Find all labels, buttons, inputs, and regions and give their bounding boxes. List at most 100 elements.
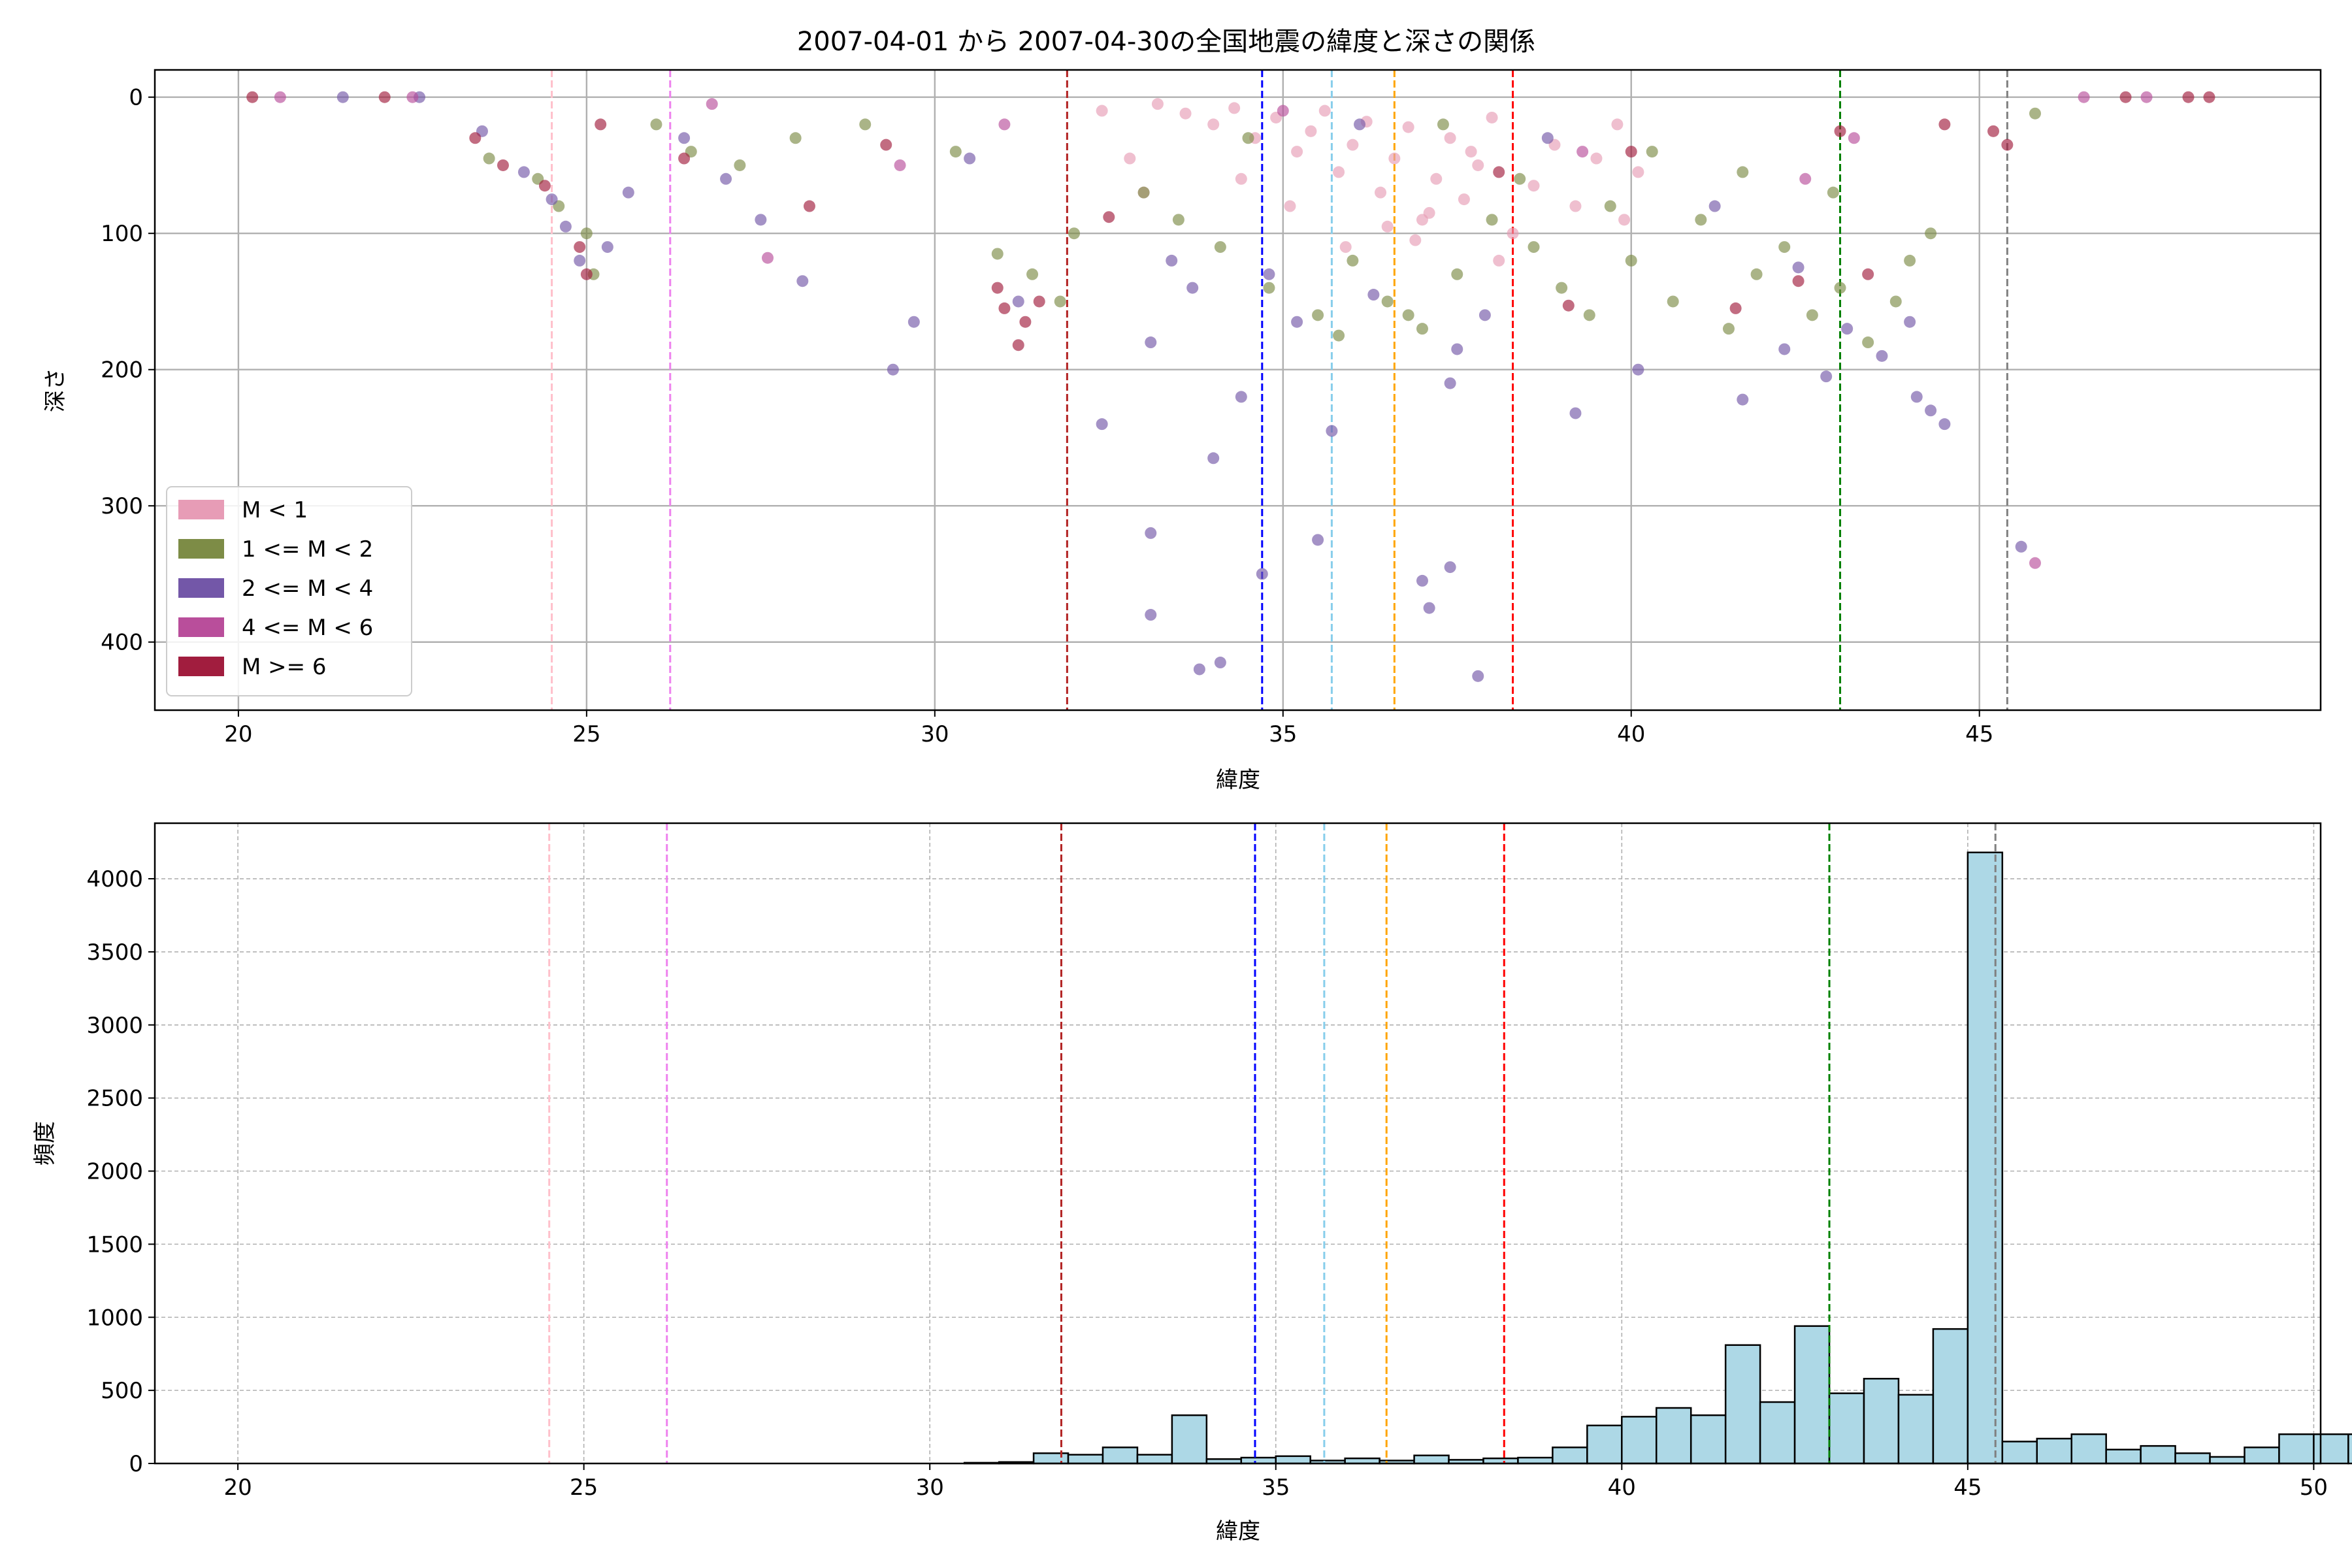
scatter-point [1235,391,1247,403]
y-tick-label: 500 [101,1378,143,1404]
scatter-point [1256,568,1268,580]
scatter-point [1604,200,1616,212]
top-y-axis-label: 深さ [42,368,69,412]
bottom-y-ticks: 0 500 1000 1500 2000 2500 3000 3500 4000 [86,866,155,1477]
scatter-point [1862,336,1874,349]
scatter-point [1876,350,1888,362]
scatter-point [483,152,495,165]
x-tick-label: 25 [572,721,600,747]
x-tick-label: 20 [223,1475,252,1501]
scatter-point [1388,152,1401,165]
scatter-point [595,118,607,131]
scatter-point [1096,418,1108,431]
scatter-point [1444,132,1456,144]
histogram-bar [1759,1401,1796,1465]
scatter-point [1145,336,1157,349]
scatter-point [1235,172,1247,185]
legend-label: 2 <= M < 4 [242,576,373,602]
scatter-point [1263,268,1275,280]
top-x-ticks: 20 25 30 35 40 45 [224,710,1993,747]
scatter-point [1910,391,1923,403]
scatter-point [1987,125,2000,137]
scatter-point [803,200,815,212]
histogram-bars [963,851,2352,1465]
scatter-point [1541,132,1554,144]
scatter-point [274,91,286,103]
scatter-point [1708,200,1721,212]
bottom-reference-lines [548,823,1997,1463]
bottom-plot-frame [154,822,2322,1465]
scatter-point [1242,132,1254,144]
x-tick-label: 45 [1953,1475,1982,1501]
scatter-point [1214,241,1226,253]
legend-label: M < 1 [242,497,308,523]
scatter-point [949,146,962,158]
scatter-point [2119,91,2132,103]
scatter-point [1458,193,1470,206]
scatter-point [559,220,572,233]
scatter-point [1416,323,1428,335]
legend-swatch [178,578,224,598]
legend-label: 1 <= M < 2 [242,536,373,563]
scatter-point [2140,91,2153,103]
scatter-point [546,193,558,206]
legend-swatch [178,657,224,676]
bottom-x-ticks: 20 25 30 35 40 45 50 [223,1463,2328,1501]
scatter-point [1862,268,1874,280]
scatter-point [1145,527,1157,539]
scatter-point [1326,425,1338,437]
scatter-point [1493,166,1505,178]
scatter-point [1625,146,1637,158]
scatter-point [1381,295,1394,308]
scatter-point [755,214,767,226]
bottom-y-axis-label: 頻度 [32,1121,58,1166]
histogram-bar [2244,1446,2280,1465]
histogram-bar [1517,1456,1554,1465]
scatter-point [1172,214,1184,226]
scatter-point [1305,125,1317,137]
scatter-point [1778,241,1791,253]
scatter-point [1228,102,1241,114]
scatter-point [1590,152,1603,165]
scatter-point [1632,363,1644,376]
scatter-point [1444,377,1456,389]
y-tick-label: 3000 [86,1013,143,1039]
scatter-point [1019,316,1032,328]
scatter-point [991,282,1004,294]
histogram-bar [1275,1455,1311,1465]
scatter-point [1451,343,1463,355]
y-tick-label: 2000 [86,1159,143,1185]
scatter-point [1889,295,1902,308]
histogram-bar [1897,1394,1935,1465]
scatter-point [1507,227,1519,240]
x-tick-label: 30 [916,1475,944,1501]
scatter-point [1618,214,1631,226]
scatter-point [1562,299,1575,312]
scatter-point [1186,282,1199,294]
scatter-point [1124,152,1136,165]
scatter-point [1729,302,1742,314]
scatter-point [1472,670,1484,682]
scatter-point [538,180,551,192]
scatter-point [1792,275,1805,287]
scatter-point [1012,295,1024,308]
scatter-point [1096,105,1108,117]
histogram-bar [1102,1446,1139,1465]
scatter-point [1068,227,1081,240]
scatter-point [601,241,613,253]
scatter-point [1667,295,1679,308]
scatter-point [1569,200,1582,212]
scatter-point [1806,309,1818,321]
scatter-point [734,159,746,171]
scatter-point [1312,534,1324,546]
scatter-point [1514,172,1526,185]
scatter-point [1827,186,1839,199]
scatter-point [1430,172,1443,185]
scatter-point [1026,268,1039,280]
legend-frame [166,486,412,696]
scatter-point [1381,220,1394,233]
scatter-point [650,118,662,131]
top-scatter-points [246,91,2215,682]
scatter-point [964,152,976,165]
legend: M < 1 1 <= M < 2 2 <= M < 4 4 <= M < 6 M >= … [166,486,412,696]
